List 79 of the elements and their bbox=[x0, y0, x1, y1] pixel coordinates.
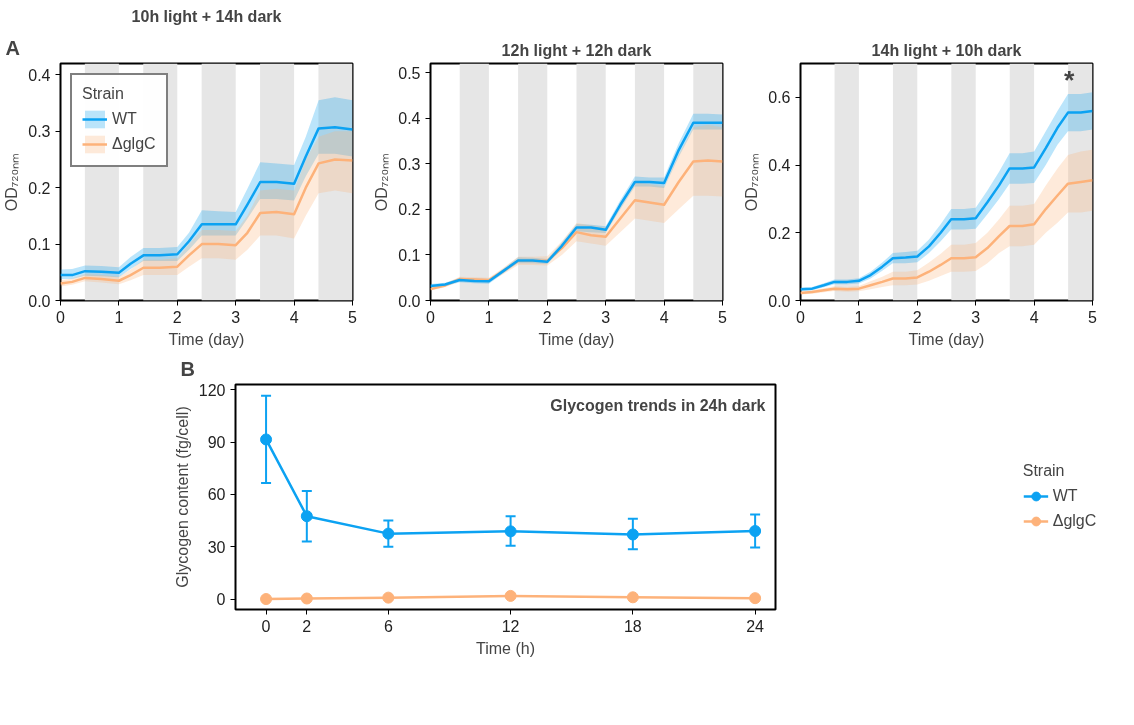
y-axis-title: OD₇₂₀ₙₘ bbox=[743, 152, 761, 212]
point bbox=[749, 592, 762, 605]
x-axis-title: Time (day) bbox=[908, 330, 985, 348]
y-axis-title: OD₇₂₀ₙₘ bbox=[373, 152, 391, 212]
y-tick-label: 0.4 bbox=[398, 110, 421, 128]
text: B bbox=[180, 357, 195, 380]
x-tick-label: 3 bbox=[231, 308, 241, 326]
point bbox=[504, 589, 517, 602]
x-tick-label: 2 bbox=[302, 617, 312, 635]
x-tick-label: 3 bbox=[971, 308, 981, 326]
annotation: * bbox=[1063, 65, 1075, 96]
x-axis-title: Time (h) bbox=[476, 639, 535, 657]
x-tick-label: 24 bbox=[746, 617, 765, 635]
y-tick-label: 0.3 bbox=[28, 123, 51, 141]
x-tick-label: 1 bbox=[854, 308, 864, 326]
x-tick-label: 1 bbox=[484, 308, 494, 326]
x-tick-label: 4 bbox=[659, 308, 669, 326]
x-tick-label: 5 bbox=[348, 308, 358, 326]
chart-title: 10h light + 14h dark bbox=[131, 7, 282, 25]
x-tick-label: 2 bbox=[172, 308, 182, 326]
point bbox=[382, 591, 395, 604]
chart-title: 14h light + 10h dark bbox=[871, 41, 1022, 59]
y-tick-label: 30 bbox=[207, 538, 226, 556]
y-axis-title: Glycogen content (fg/cell) bbox=[173, 406, 191, 588]
x-tick-label: 2 bbox=[542, 308, 552, 326]
point bbox=[749, 525, 762, 537]
legend-title: Strain bbox=[82, 85, 125, 103]
point bbox=[260, 433, 273, 446]
y-tick-label: 0.5 bbox=[398, 64, 421, 82]
y-tick-label: 0.6 bbox=[768, 89, 791, 107]
point bbox=[300, 510, 313, 523]
point bbox=[626, 591, 639, 604]
x-tick-label: 0 bbox=[56, 308, 66, 326]
x-tick-label: 4 bbox=[1029, 308, 1039, 326]
legend-label: ΔglgC bbox=[112, 135, 156, 153]
x-axis-title: Time (day) bbox=[538, 330, 615, 348]
line-series bbox=[800, 179, 1093, 295]
text: Glycogen trends in 24h dark bbox=[550, 396, 766, 414]
x-tick-label: 0 bbox=[261, 617, 271, 635]
legend-label: ΔglgC bbox=[1052, 511, 1097, 530]
x-tick-label: 6 bbox=[383, 617, 393, 635]
chart-title: 12h light + 12h dark bbox=[501, 41, 652, 59]
x-tick-label: 4 bbox=[289, 308, 299, 326]
x-axis-title: Time (day) bbox=[168, 330, 245, 348]
y-tick-label: 0.3 bbox=[398, 155, 421, 173]
point bbox=[260, 593, 273, 606]
point bbox=[626, 528, 639, 541]
x-tick-label: 18 bbox=[623, 617, 642, 635]
x-tick-label: 5 bbox=[718, 308, 728, 326]
legend-label: WT bbox=[1052, 486, 1078, 505]
y-tick-label: 0.1 bbox=[28, 236, 51, 254]
point bbox=[300, 592, 313, 605]
y-tick-label: 0.0 bbox=[768, 292, 791, 310]
x-tick-label: 0 bbox=[426, 308, 436, 326]
x-tick-label: 3 bbox=[601, 308, 611, 326]
y-tick-label: 0.2 bbox=[28, 179, 51, 197]
y-tick-label: 0.2 bbox=[398, 201, 421, 219]
y-tick-label: 120 bbox=[198, 381, 226, 399]
y-tick-label: 0.4 bbox=[768, 157, 791, 175]
y-tick-label: 0.0 bbox=[398, 292, 421, 310]
legend-label: WT bbox=[112, 110, 137, 128]
y-tick-label: 90 bbox=[207, 434, 226, 452]
y-tick-label: 0.4 bbox=[28, 66, 51, 84]
y-tick-label: 0 bbox=[216, 591, 226, 609]
y-tick-label: 0.2 bbox=[768, 224, 791, 242]
x-tick-label: 2 bbox=[912, 308, 922, 326]
x-tick-label: 0 bbox=[796, 308, 806, 326]
y-tick-label: 60 bbox=[207, 486, 226, 504]
y-axis-title: OD₇₂₀ₙₘ bbox=[3, 152, 21, 212]
x-tick-label: 12 bbox=[501, 617, 520, 635]
text: A bbox=[5, 36, 20, 59]
y-tick-label: 0.1 bbox=[398, 246, 421, 264]
x-tick-label: 1 bbox=[114, 308, 124, 326]
point bbox=[504, 525, 517, 538]
line-series bbox=[60, 158, 353, 285]
legend-title: Strain bbox=[1022, 461, 1066, 480]
y-tick-label: 0.0 bbox=[28, 292, 51, 310]
x-tick-label: 5 bbox=[1088, 308, 1098, 326]
point bbox=[382, 527, 395, 540]
